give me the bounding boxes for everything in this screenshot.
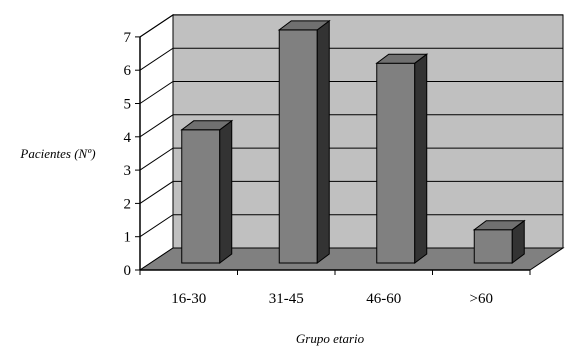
y-tick-label: 4 xyxy=(124,130,132,146)
bar-top xyxy=(180,120,234,131)
gridline xyxy=(139,14,563,38)
y-tick-label: 3 xyxy=(124,163,132,179)
side-wall xyxy=(139,13,174,271)
gridlines xyxy=(139,14,563,238)
bar-side xyxy=(316,19,330,264)
bar-front xyxy=(376,62,416,264)
bar-16-30 xyxy=(180,119,234,264)
y-tick-label: 6 xyxy=(124,63,132,79)
x-tick-label: >60 xyxy=(470,291,493,307)
gridline xyxy=(139,47,563,71)
y-tick-label: 7 xyxy=(124,30,132,46)
x-tick-label: 46-60 xyxy=(366,291,401,307)
gridline xyxy=(139,214,563,238)
y-tick-label: 0 xyxy=(124,263,132,279)
gridline xyxy=(139,114,563,138)
bar-top xyxy=(375,53,429,64)
bar-side xyxy=(414,53,428,264)
x-tick-label: 31-45 xyxy=(269,291,304,307)
y-tick-labels: 0 1 2 3 4 5 6 7 xyxy=(124,30,132,279)
bar-top xyxy=(277,20,331,31)
axes xyxy=(135,36,531,275)
y-axis-title: Pacientes (Nº) xyxy=(19,146,95,161)
bar-front xyxy=(278,29,318,264)
back-wall xyxy=(172,14,564,249)
bar-side xyxy=(219,119,233,264)
y-tick-label: 1 xyxy=(124,230,132,246)
gridline xyxy=(139,180,563,204)
x-tick-labels: 16-30 31-45 46-60 >60 xyxy=(171,291,493,307)
y-tick-label: 5 xyxy=(124,97,132,113)
bar-31-45 xyxy=(277,19,331,264)
bars xyxy=(180,19,526,264)
y-tick-label: 2 xyxy=(124,196,132,212)
gridline xyxy=(139,147,563,171)
gridline xyxy=(139,81,563,104)
bar-front xyxy=(473,229,513,264)
bar->60 xyxy=(472,219,526,264)
chart-walls xyxy=(138,13,565,271)
bar-front xyxy=(181,129,221,264)
bar-top xyxy=(472,220,526,231)
x-tick-label: 16-30 xyxy=(171,291,206,307)
x-axis-title: Grupo etario xyxy=(296,331,365,346)
bar-46-60 xyxy=(375,53,429,264)
